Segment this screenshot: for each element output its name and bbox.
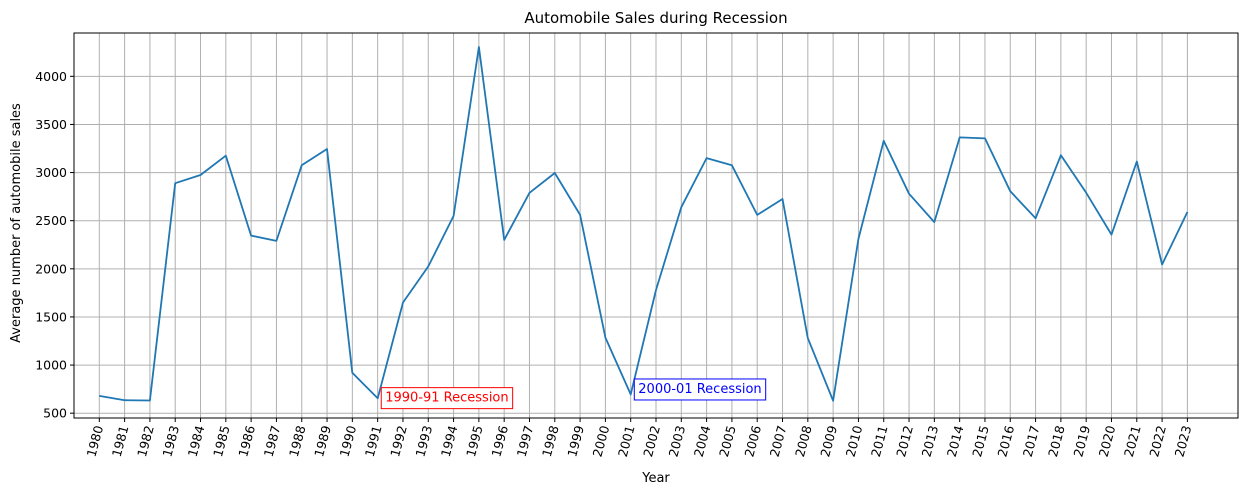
x-tick-label: 1993 bbox=[412, 424, 435, 459]
annotation-box bbox=[633, 378, 767, 401]
y-tick-label: 2500 bbox=[35, 213, 67, 228]
recession-annotation: 2000-01 Recession bbox=[633, 378, 767, 401]
y-tick-label: 4000 bbox=[35, 69, 67, 84]
x-tick-label: 1981 bbox=[109, 424, 132, 459]
x-tick-label: 1990 bbox=[337, 424, 360, 459]
x-tick-label: 1999 bbox=[564, 424, 587, 459]
x-tick-label: 2011 bbox=[868, 424, 891, 459]
x-tick-label: 1984 bbox=[185, 424, 208, 459]
x-tick-label: 2023 bbox=[1172, 424, 1195, 459]
x-tick-label: 1992 bbox=[387, 424, 410, 459]
x-tick-label: 1989 bbox=[311, 424, 334, 459]
x-tick-label: 2021 bbox=[1121, 424, 1144, 459]
x-tick-label: 2012 bbox=[893, 424, 916, 459]
x-tick-label: 2022 bbox=[1146, 424, 1169, 459]
series-line-layer bbox=[99, 46, 1189, 402]
x-tick-label: 2009 bbox=[817, 424, 840, 459]
x-tick-label: 2005 bbox=[716, 424, 739, 459]
chart-title: Automobile Sales during Recession bbox=[524, 9, 787, 27]
x-tick-label: 2004 bbox=[691, 424, 714, 459]
annotation-box bbox=[380, 387, 514, 410]
x-tick-label: 1986 bbox=[235, 424, 258, 459]
x-tick-label: 2019 bbox=[1070, 424, 1093, 459]
x-tick-label: 2003 bbox=[665, 424, 688, 459]
y-axis-title: Average number of automobile sales bbox=[9, 103, 24, 343]
x-tick-label: 2017 bbox=[1020, 424, 1043, 459]
annotations: 1990-91 Recession 2000-01 Recession bbox=[380, 378, 767, 410]
x-tick-label: 1994 bbox=[438, 424, 461, 459]
x-tick-label: 2013 bbox=[919, 424, 942, 459]
x-tick-label: 1980 bbox=[83, 424, 106, 459]
x-tick-label: 1998 bbox=[539, 424, 562, 459]
y-tick-label: 1500 bbox=[35, 309, 67, 324]
x-tick-label: 2020 bbox=[1096, 424, 1119, 459]
x-tick-label: 1996 bbox=[488, 424, 511, 459]
x-tick-label: 2008 bbox=[792, 424, 815, 459]
axis-ticks: 1980 1981 1982 1983 1984 1985 1986 1987 1988 1989… bbox=[35, 69, 1194, 459]
x-tick-label: 2015 bbox=[969, 424, 992, 459]
annotation-label: 1990-91 Recession bbox=[385, 391, 508, 406]
x-tick-label: 2006 bbox=[741, 424, 764, 459]
x-tick-label: 1988 bbox=[286, 424, 309, 459]
y-tick-label: 1000 bbox=[35, 358, 67, 373]
annotation-label: 2000-01 Recession bbox=[638, 382, 761, 397]
x-axis-title: Year bbox=[641, 471, 670, 486]
x-tick-label: 2000 bbox=[590, 424, 613, 459]
series-line bbox=[99, 46, 1189, 402]
y-tick-label: 3500 bbox=[35, 117, 67, 132]
x-tick-label: 1982 bbox=[134, 424, 157, 459]
x-tick-label: 2016 bbox=[994, 424, 1017, 459]
recession-annotation: 1990-91 Recession bbox=[380, 387, 514, 410]
x-tick-label: 1997 bbox=[514, 424, 537, 459]
x-tick-label: 1983 bbox=[159, 424, 182, 459]
x-tick-label: 1987 bbox=[261, 424, 284, 459]
x-tick-label: 1985 bbox=[210, 424, 233, 459]
x-tick-label: 2002 bbox=[640, 424, 663, 459]
x-tick-label: 2007 bbox=[767, 424, 790, 459]
x-tick-label: 2018 bbox=[1045, 424, 1068, 459]
x-tick-label: 2001 bbox=[615, 424, 638, 459]
y-tick-label: 2000 bbox=[35, 261, 67, 276]
x-tick-label: 1995 bbox=[463, 424, 486, 459]
y-tick-label: 3000 bbox=[35, 165, 67, 180]
x-tick-label: 1991 bbox=[362, 424, 385, 459]
x-tick-label: 2010 bbox=[843, 424, 866, 459]
y-tick-label: 500 bbox=[43, 406, 67, 421]
x-tick-label: 2014 bbox=[944, 424, 967, 459]
grid-lines bbox=[74, 33, 1238, 418]
